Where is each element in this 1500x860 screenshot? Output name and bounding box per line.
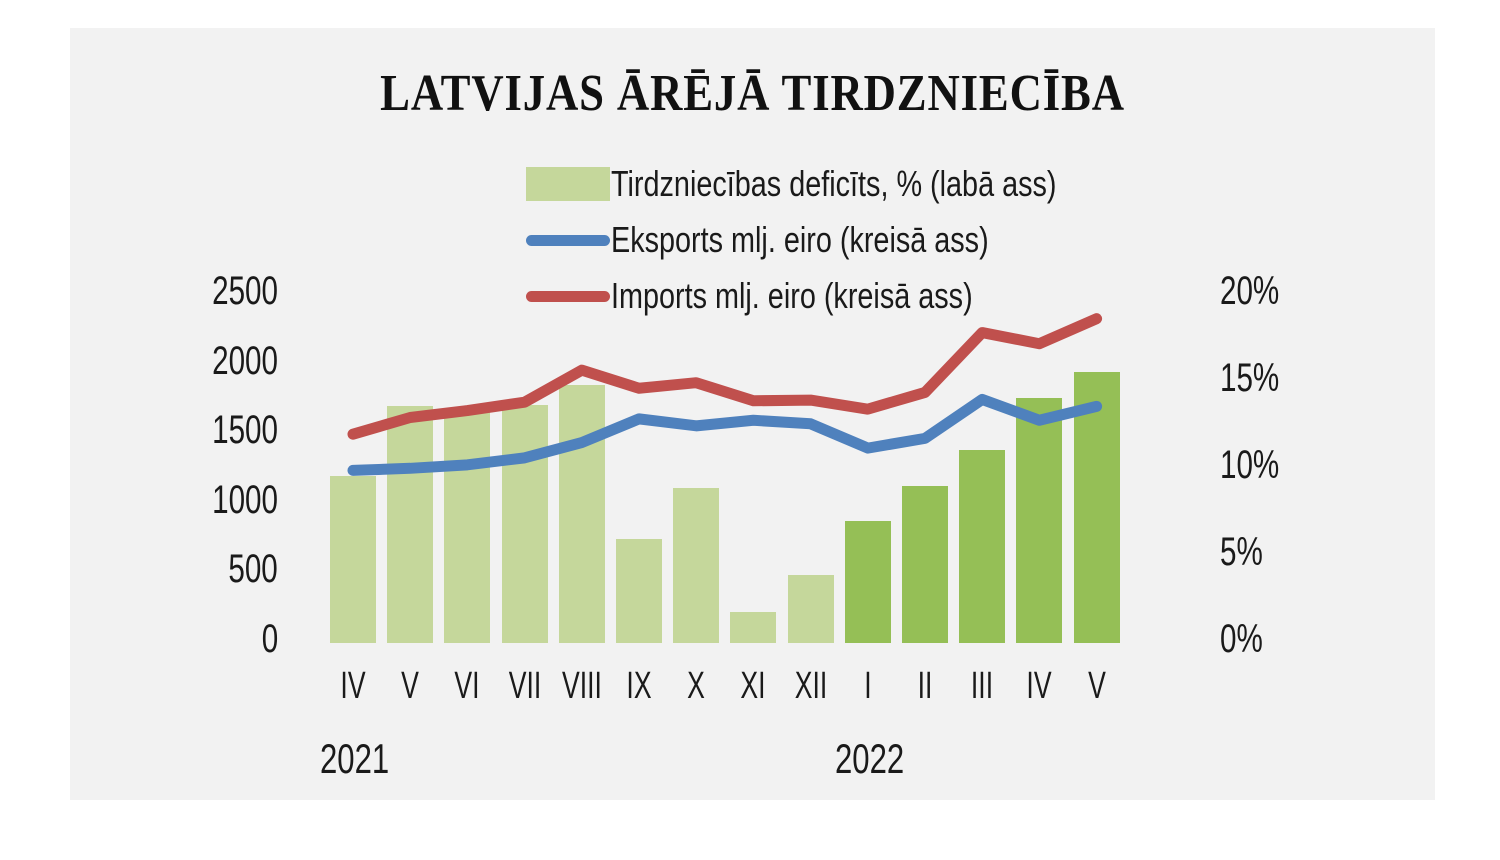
bar-deficit — [787, 575, 834, 643]
y-axis-left-tick: 2500 — [212, 269, 278, 313]
chart-title: LATVIJAS ĀRĒJĀ TIRDZNIECĪBA — [380, 65, 1125, 122]
legend-line-imports — [525, 290, 611, 302]
plot-area: 0 500 1000 1500 2000 2500 0% 5% 10% 15% 20% IV V VI… — [70, 28, 1435, 800]
legend-item-deficit: Tirdzniecības deficīts, % (labā ass) — [525, 156, 1145, 212]
bar-deficit — [1073, 371, 1120, 643]
bar-deficit — [730, 611, 777, 643]
chart-card: LATVIJAS ĀRĒJĀ TIRDZNIECĪBA Tirdzniecība… — [70, 28, 1435, 800]
x-axis-tick: II — [917, 665, 933, 707]
bar-deficit — [558, 385, 605, 643]
x-axis-tick: IX — [626, 665, 652, 707]
bar-deficit — [330, 475, 376, 643]
x-axis-tick: V — [401, 665, 420, 707]
bar-deficit — [501, 404, 548, 643]
y-axis-right-tick: 5% — [1220, 530, 1263, 574]
legend-label-imports: Imports mlj. eiro (kreisā ass) — [611, 275, 973, 316]
x-axis-tick: XII — [794, 665, 827, 707]
y-axis-right-tick: 20% — [1220, 269, 1280, 313]
y-axis-left-tick: 2000 — [212, 338, 278, 383]
x-axis-year-label: 2021 — [320, 735, 390, 782]
legend-swatch-deficit — [525, 167, 611, 201]
y-axis-left-tick: 0 — [261, 617, 278, 661]
x-axis-tick: III — [971, 665, 994, 707]
x-axis-tick: VI — [454, 665, 480, 707]
chart-legend: Tirdzniecības deficīts, % (labā ass) Eks… — [525, 156, 1145, 324]
bar-deficit — [673, 488, 720, 643]
bar-deficit — [902, 486, 948, 643]
legend-item-exports: Eksports mlj. eiro (kreisā ass) — [525, 212, 1145, 268]
x-axis-tick: IV — [1026, 665, 1052, 707]
legend-item-imports: Imports mlj. eiro (kreisā ass) — [525, 268, 1145, 324]
legend-label-exports: Eksports mlj. eiro (kreisā ass) — [611, 219, 989, 260]
x-axis-tick: X — [687, 665, 706, 707]
bar-deficit — [1016, 397, 1063, 643]
bar-deficit — [844, 521, 891, 643]
y-axis-right-tick: 15% — [1220, 356, 1280, 400]
x-axis-year-label: 2022 — [834, 735, 904, 782]
x-axis-tick: XI — [740, 665, 766, 707]
y-axis-left-tick: 1500 — [212, 408, 278, 453]
x-axis-tick: IV — [340, 665, 366, 707]
y-axis-left-tick: 500 — [228, 547, 278, 592]
x-axis-tick: VIII — [561, 665, 602, 707]
y-axis-left-tick: 1000 — [212, 477, 278, 522]
bar-deficit — [387, 406, 434, 643]
bar-deficit — [959, 449, 1006, 643]
y-axis-right-tick: 10% — [1220, 443, 1280, 487]
x-axis-tick: V — [1087, 665, 1106, 707]
y-axis-right-tick: 0% — [1220, 617, 1263, 661]
x-axis-tick: VII — [508, 665, 541, 707]
legend-line-exports — [525, 234, 611, 246]
bar-deficit — [616, 538, 662, 643]
x-axis-tick: I — [864, 665, 872, 707]
legend-label-deficit: Tirdzniecības deficīts, % (labā ass) — [611, 163, 1057, 204]
bar-deficit — [444, 408, 491, 643]
